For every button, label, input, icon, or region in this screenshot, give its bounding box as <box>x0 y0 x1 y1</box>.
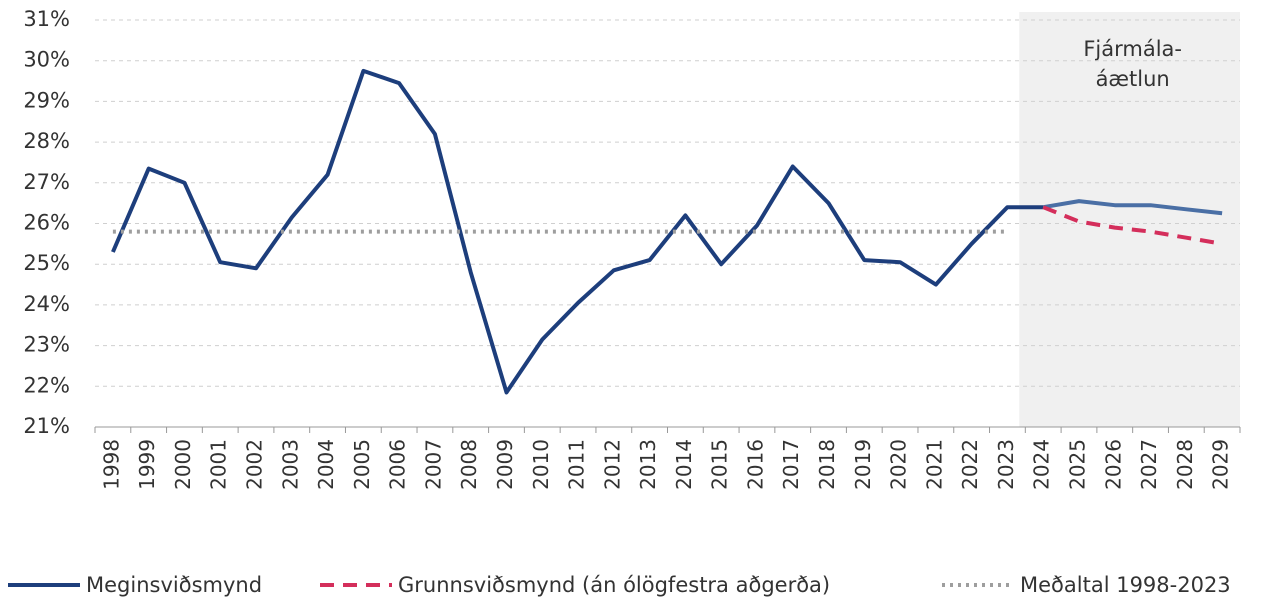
x-tick-label: 2018 <box>815 439 839 490</box>
x-tick-label: 2020 <box>887 439 911 490</box>
x-tick-label: 2013 <box>636 439 660 490</box>
x-tick-label: 2011 <box>565 439 589 490</box>
x-tick-label: 1998 <box>99 439 123 490</box>
x-tick-label: 2002 <box>243 439 267 490</box>
x-tick-label: 2029 <box>1209 439 1233 490</box>
x-tick-label: 2004 <box>314 439 338 490</box>
series-line <box>1042 205 1223 246</box>
x-tick-label: 2003 <box>278 439 302 490</box>
y-tick-label: 22% <box>23 373 70 397</box>
x-tick-label: 2021 <box>922 439 946 490</box>
x-tick-label: 2001 <box>207 439 231 490</box>
x-tick-label: 2009 <box>493 439 517 490</box>
y-tick-label: 29% <box>23 88 70 112</box>
x-tick-label: 2026 <box>1101 439 1125 490</box>
legend-label: Meðaltal 1998-2023 <box>1020 573 1231 597</box>
x-tick-label: 2023 <box>994 439 1018 490</box>
y-tick-label: 28% <box>23 129 70 153</box>
x-tick-label: 2010 <box>529 439 553 490</box>
x-tick-label: 2016 <box>743 439 767 490</box>
y-tick-label: 21% <box>23 414 70 438</box>
y-tick-label: 30% <box>23 48 70 72</box>
legend-label: Grunnsviðsmynd (án ólögfestra aðgerða) <box>398 573 830 597</box>
x-tick-label: 2019 <box>851 439 875 490</box>
x-tick-label: 2028 <box>1173 439 1197 490</box>
series-line <box>111 68 1044 395</box>
y-tick-label: 27% <box>23 170 70 194</box>
shade-label: Fjármála- <box>1083 37 1182 61</box>
shade-label: áætlun <box>1096 67 1170 91</box>
forecast-shade <box>1019 12 1240 427</box>
x-tick-label: 2025 <box>1065 439 1089 490</box>
x-tick-label: 2015 <box>708 439 732 490</box>
x-tick-label: 2024 <box>1030 439 1054 490</box>
x-tick-label: 2000 <box>171 439 195 490</box>
legend-label: Meginsviðsmynd <box>86 573 262 597</box>
x-tick-label: 1999 <box>135 439 159 490</box>
x-tick-label: 2012 <box>600 439 624 490</box>
series-line <box>1042 199 1223 216</box>
x-tick-label: 2007 <box>421 439 445 490</box>
x-tick-label: 2017 <box>779 439 803 490</box>
x-tick-label: 2022 <box>958 439 982 490</box>
x-tick-label: 2006 <box>386 439 410 490</box>
y-tick-label: 24% <box>23 292 70 316</box>
x-tick-label: 2027 <box>1137 439 1161 490</box>
y-tick-label: 31% <box>23 7 70 31</box>
x-tick-label: 2014 <box>672 439 696 490</box>
y-tick-label: 26% <box>23 211 70 235</box>
y-tick-label: 25% <box>23 251 70 275</box>
y-tick-label: 23% <box>23 333 70 357</box>
x-tick-label: 2005 <box>350 439 374 490</box>
x-tick-label: 2008 <box>457 439 481 490</box>
